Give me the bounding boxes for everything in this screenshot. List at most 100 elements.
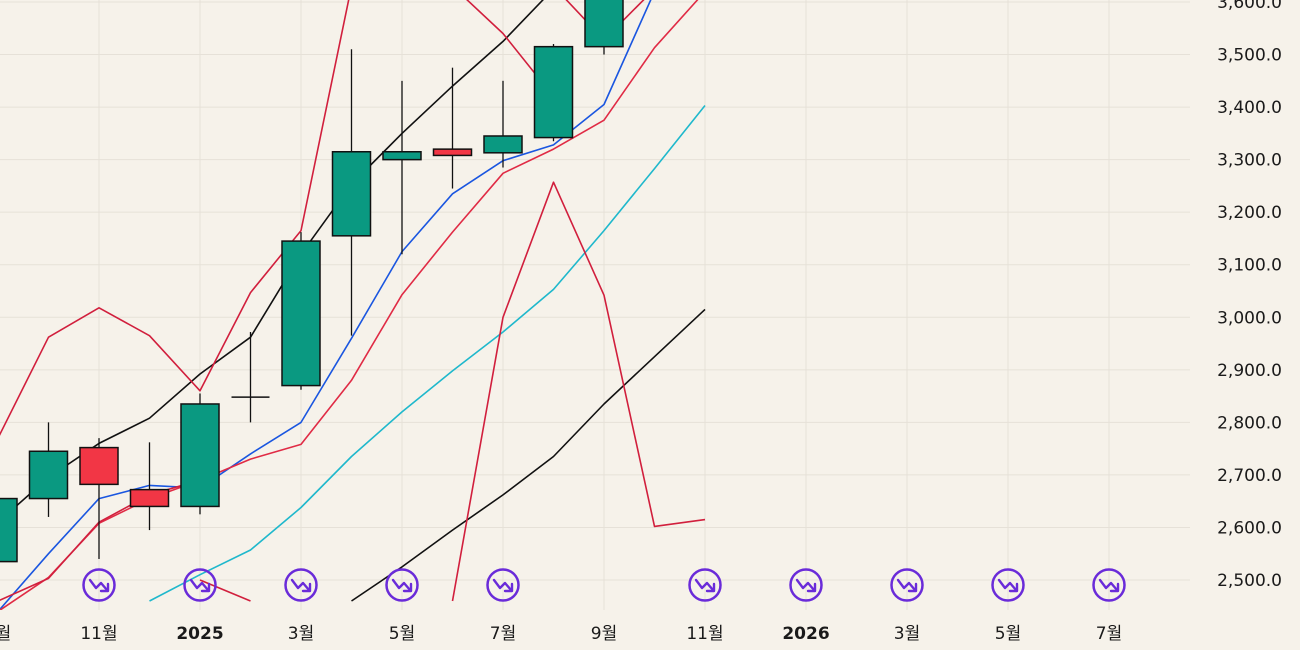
candle[interactable] — [28, 422, 69, 517]
indicator-line — [0, 0, 699, 610]
y-tick-label: 3,200.0 — [1217, 203, 1282, 223]
event-marker-arrowhead — [907, 582, 918, 593]
x-tick-label: 9월 — [0, 624, 11, 644]
candle[interactable] — [584, 0, 624, 55]
event-marker-arrow — [492, 578, 513, 592]
x-tick-label: 5월 — [995, 624, 1021, 644]
candle-body — [28, 450, 69, 500]
event-marker-icon[interactable] — [385, 568, 419, 602]
indicator-line — [0, 0, 652, 610]
event-marker-ring — [991, 568, 1025, 602]
event-marker-arrow — [290, 578, 311, 592]
candle-body — [584, 0, 624, 48]
candle-body — [432, 148, 473, 157]
grid-lines — [0, 0, 1190, 610]
candle-body — [533, 45, 574, 139]
event-marker-ring — [183, 568, 217, 602]
event-marker-arrow — [795, 578, 816, 592]
event-markers[interactable] — [82, 568, 1126, 602]
y-tick-label: 3,500.0 — [1217, 46, 1282, 66]
x-tick-label: 9월 — [591, 624, 617, 644]
y-tick-label: 3,600.0 — [1217, 0, 1282, 13]
event-marker-icon[interactable] — [991, 568, 1025, 602]
event-marker-arrow — [1098, 578, 1119, 592]
y-tick-label: 2,800.0 — [1217, 413, 1282, 433]
event-marker-arrowhead — [99, 582, 110, 593]
y-tick-label: 3,000.0 — [1217, 308, 1282, 328]
candle-body — [180, 403, 220, 508]
event-marker-icon[interactable] — [1092, 568, 1126, 602]
event-marker-icon[interactable] — [486, 568, 520, 602]
event-marker-icon[interactable] — [284, 568, 318, 602]
candle-body — [281, 240, 321, 387]
candlesticks[interactable] — [0, 0, 624, 570]
candle[interactable] — [180, 393, 220, 515]
candle[interactable] — [281, 232, 321, 390]
event-marker-ring — [890, 568, 924, 602]
candle-body — [483, 135, 523, 154]
x-tick-label: 11월 — [80, 624, 117, 644]
event-marker-ring — [1092, 568, 1126, 602]
event-marker-arrowhead — [806, 582, 817, 593]
event-marker-icon[interactable] — [789, 568, 823, 602]
indicator-line — [149, 105, 706, 602]
candle[interactable] — [432, 67, 473, 189]
event-marker-icon[interactable] — [890, 568, 924, 602]
y-tick-label: 2,500.0 — [1217, 571, 1282, 591]
candle[interactable] — [231, 331, 270, 423]
candle-body — [382, 151, 422, 161]
y-tick-label: 2,900.0 — [1217, 361, 1282, 381]
candle[interactable] — [533, 44, 574, 142]
event-marker-ring — [789, 568, 823, 602]
candle[interactable] — [129, 442, 170, 531]
event-marker-arrow — [189, 578, 210, 592]
event-marker-arrowhead — [1008, 582, 1019, 593]
x-tick-label: 7월 — [1096, 624, 1122, 644]
y-tick-label: 3,100.0 — [1217, 256, 1282, 276]
candle-body — [331, 151, 372, 237]
y-axis: 2,500.0 2,600.0 2,700.0 2,800.0 2,900.0 3,000… — [1217, 0, 1282, 591]
event-marker-ring — [486, 568, 520, 602]
candle[interactable] — [0, 496, 18, 570]
candle[interactable] — [382, 80, 422, 255]
x-tick-label: 2025 — [176, 624, 223, 644]
x-tick-label: 3월 — [288, 624, 314, 644]
x-tick-label: 7월 — [490, 624, 516, 644]
event-marker-arrow — [88, 578, 109, 592]
y-tick-label: 2,700.0 — [1217, 466, 1282, 486]
event-marker-arrow — [997, 578, 1018, 592]
event-marker-arrowhead — [503, 582, 514, 593]
y-tick-label: 2,600.0 — [1217, 518, 1282, 538]
event-marker-arrowhead — [705, 582, 716, 593]
candle-body — [79, 446, 119, 486]
x-axis: 9월 11월 2025 3월 5월 7월 9월 11월 2026 3월 5월 7월 — [0, 624, 1122, 644]
y-tick-label: 3,300.0 — [1217, 151, 1282, 171]
candle[interactable] — [331, 49, 372, 336]
event-marker-arrowhead — [301, 582, 312, 593]
candle-body — [129, 488, 170, 508]
candle[interactable] — [483, 80, 523, 168]
indicator-lines — [0, 0, 706, 610]
candle-body — [0, 497, 18, 563]
event-marker-ring — [385, 568, 419, 602]
event-marker-arrow — [694, 578, 715, 592]
event-marker-arrowhead — [1109, 582, 1120, 593]
y-tick-label: 3,400.0 — [1217, 98, 1282, 118]
event-marker-arrow — [896, 578, 917, 592]
x-tick-label: 11월 — [686, 624, 723, 644]
candle[interactable] — [79, 438, 119, 559]
event-marker-icon[interactable] — [688, 568, 722, 602]
event-marker-ring — [284, 568, 318, 602]
event-marker-ring — [82, 568, 116, 602]
indicator-line — [451, 181, 706, 602]
event-marker-icon[interactable] — [82, 568, 116, 602]
event-marker-ring — [688, 568, 722, 602]
event-marker-icon[interactable] — [183, 568, 217, 602]
x-tick-label: 5월 — [389, 624, 415, 644]
event-marker-arrowhead — [200, 582, 211, 593]
indicator-line — [351, 308, 706, 602]
x-tick-label: 2026 — [782, 624, 829, 644]
event-marker-arrow — [391, 578, 412, 592]
